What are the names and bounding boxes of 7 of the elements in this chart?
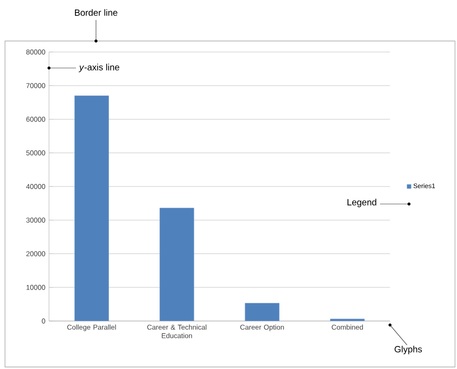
bar: [74, 96, 109, 321]
annotation: Legend: [348, 198, 376, 208]
text: Border line: [74, 9, 118, 16]
bar: [160, 208, 194, 321]
annotation: y-axis line: [78, 64, 120, 72]
bar: [244, 302, 280, 321]
text: Glyphs: [394, 346, 422, 354]
